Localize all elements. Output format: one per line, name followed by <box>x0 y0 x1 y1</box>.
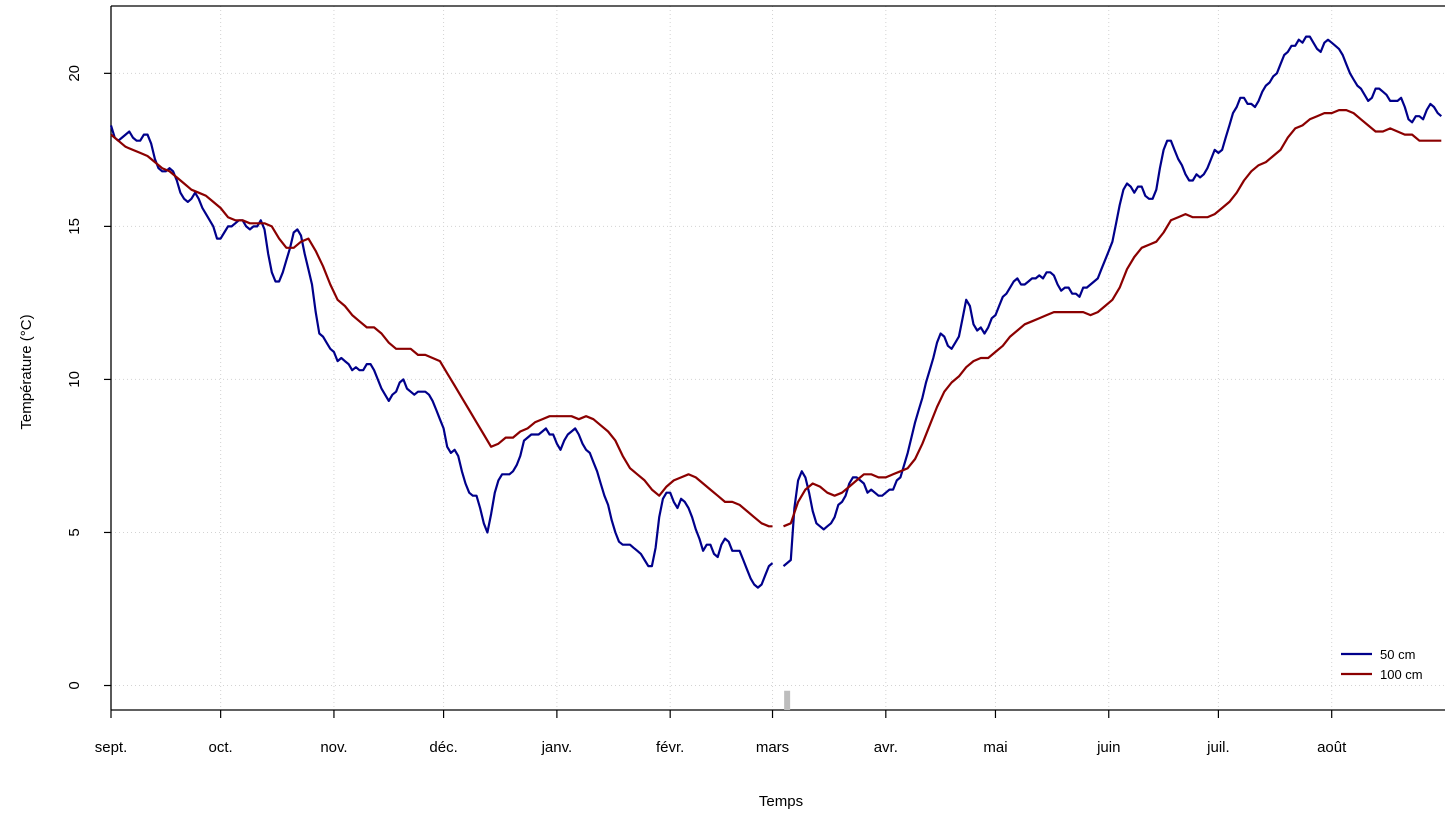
series-lines <box>109 35 1443 589</box>
x-tick-label: févr. <box>656 739 684 756</box>
x-tick-label: avr. <box>874 739 898 756</box>
y-tick-label: 0 <box>66 681 83 689</box>
y-tick-label: 5 <box>66 528 83 536</box>
x-tick-label: nov. <box>320 739 347 756</box>
x-tick-label: oct. <box>209 739 233 756</box>
x-tick-label: juin <box>1096 739 1120 756</box>
grid <box>110 6 1445 710</box>
y-axis-title: Température (°C) <box>18 314 35 429</box>
legend: 50 cm 100 cm <box>1341 647 1423 682</box>
x-tick-label: déc. <box>429 739 457 756</box>
x-tick-label: sept. <box>95 739 128 756</box>
x-tick-label: mai <box>983 739 1007 756</box>
x-tick-label: janv. <box>541 739 573 756</box>
missing-data-marker <box>784 690 791 710</box>
x-tick-label: juil. <box>1206 739 1230 756</box>
x-tick-label: mars <box>756 739 789 756</box>
y-tick-label: 20 <box>66 65 83 82</box>
legend-label: 50 cm <box>1380 647 1415 662</box>
series-line-2 <box>110 109 1442 528</box>
legend-label: 100 cm <box>1380 667 1423 682</box>
axes: 0 5 10 15 20 sept. oct. nov. déc. janv. févr. mars a… <box>66 5 1445 756</box>
y-tick-label: 10 <box>66 371 83 388</box>
x-tick-label: août <box>1317 739 1347 756</box>
x-axis-title: Temps <box>759 793 803 810</box>
series-line-1 <box>109 35 1443 589</box>
y-tick-label: 15 <box>66 218 83 235</box>
